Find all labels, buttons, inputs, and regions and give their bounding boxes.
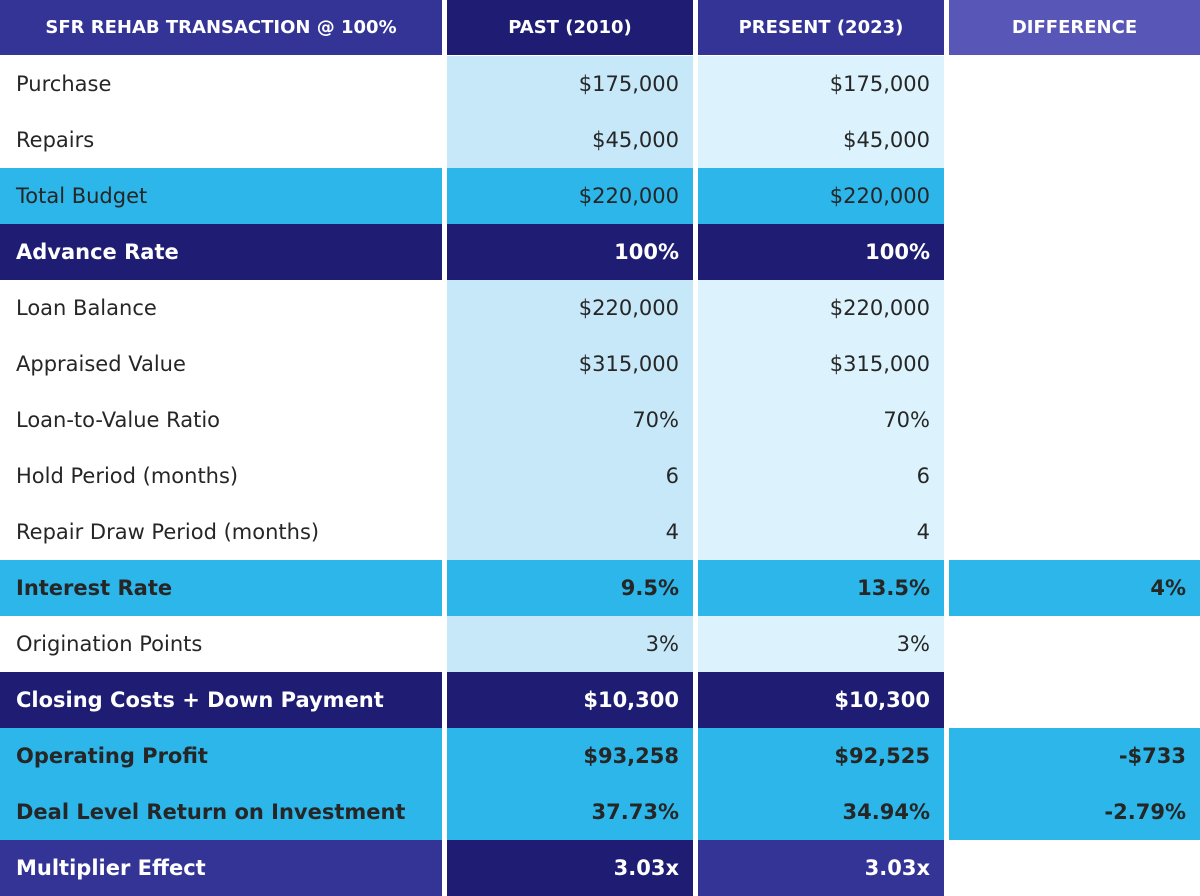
row-label: Loan Balance [0,280,442,336]
row-past-value: $10,300 [447,672,693,728]
row-present-value: 3.03x [698,840,944,896]
row-label: Repair Draw Period (months) [0,504,442,560]
row-present-value: 13.5% [698,560,944,616]
row-label: Purchase [0,56,442,112]
row-present-value: $220,000 [698,168,944,224]
row-label: Repairs [0,112,442,168]
row-past-value: 4 [447,504,693,560]
row-past-value: $175,000 [447,56,693,112]
row-difference-value [949,504,1200,560]
row-present-value: 6 [698,448,944,504]
row-past-value: 70% [447,392,693,448]
row-difference-value [949,112,1200,168]
header-transaction: SFR REHAB TRANSACTION @ 100% [0,0,442,55]
row-present-value: $220,000 [698,280,944,336]
row-difference-value [949,448,1200,504]
row-difference-value [949,840,1200,896]
row-past-value: $220,000 [447,168,693,224]
row-present-value: $92,525 [698,728,944,784]
row-present-value: $45,000 [698,112,944,168]
row-past-value: $93,258 [447,728,693,784]
row-label: Deal Level Return on Investment [0,784,442,840]
row-label: Advance Rate [0,224,442,280]
header-difference: DIFFERENCE [949,0,1200,55]
row-past-value: 100% [447,224,693,280]
row-present-value: 100% [698,224,944,280]
row-difference-value [949,280,1200,336]
row-label: Interest Rate [0,560,442,616]
row-difference-value [949,336,1200,392]
row-present-value: 4 [698,504,944,560]
row-difference-value [949,616,1200,672]
row-difference-value: -2.79% [949,784,1200,840]
row-past-value: 3% [447,616,693,672]
row-label: Hold Period (months) [0,448,442,504]
row-label: Origination Points [0,616,442,672]
row-label: Operating Profit [0,728,442,784]
row-present-value: 34.94% [698,784,944,840]
row-present-value: $175,000 [698,56,944,112]
row-difference-value [949,56,1200,112]
header-present: PRESENT (2023) [698,0,944,55]
row-difference-value: 4% [949,560,1200,616]
row-difference-value [949,168,1200,224]
row-past-value: 3.03x [447,840,693,896]
row-difference-value [949,392,1200,448]
header-past: PAST (2010) [447,0,693,55]
row-past-value: $220,000 [447,280,693,336]
row-difference-value: -$733 [949,728,1200,784]
row-label: Appraised Value [0,336,442,392]
row-label: Loan-to-Value Ratio [0,392,442,448]
row-past-value: 37.73% [447,784,693,840]
row-present-value: 70% [698,392,944,448]
row-present-value: $315,000 [698,336,944,392]
row-label: Total Budget [0,168,442,224]
row-label: Multiplier Effect [0,840,442,896]
row-difference-value [949,224,1200,280]
row-past-value: 9.5% [447,560,693,616]
row-past-value: $45,000 [447,112,693,168]
row-past-value: $315,000 [447,336,693,392]
row-present-value: $10,300 [698,672,944,728]
row-difference-value [949,672,1200,728]
row-present-value: 3% [698,616,944,672]
row-label: Closing Costs + Down Payment [0,672,442,728]
row-past-value: 6 [447,448,693,504]
